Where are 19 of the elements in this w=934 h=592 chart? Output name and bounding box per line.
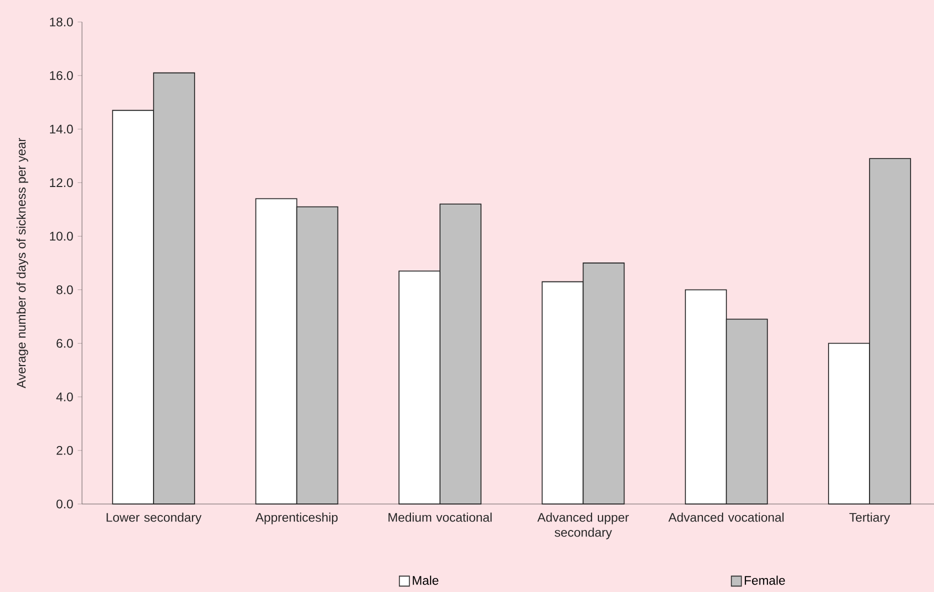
x-tick-label: Medium vocational (388, 512, 492, 522)
x-tick-label: Advanced upper secondary (537, 512, 629, 540)
y-tick-label: 10.0 (50, 232, 73, 241)
legend-label: Female (744, 576, 785, 585)
y-tick-label: 14.0 (50, 124, 73, 134)
y-tick-label: 18.0 (50, 18, 73, 26)
y-axis-title: Average number of days of sickness per year (16, 138, 28, 388)
y-tick-label: 12.0 (50, 178, 73, 188)
x-tick-label: Apprenticeship (255, 512, 338, 524)
y-tick-label: 16.0 (50, 71, 73, 80)
y-tick-label: 6.0 (56, 338, 73, 348)
y-tick-label: 2.0 (56, 446, 73, 455)
y-tick-label: 4.0 (56, 392, 73, 402)
y-tick-label: 8.0 (56, 285, 73, 294)
legend-label: Male (412, 576, 438, 585)
x-tick-label: Tertiary (849, 512, 890, 524)
y-tick-label: 0.0 (56, 500, 73, 508)
x-tick-label: Advanced vocational (668, 512, 784, 522)
x-tick-label: Lower secondary (106, 512, 202, 524)
